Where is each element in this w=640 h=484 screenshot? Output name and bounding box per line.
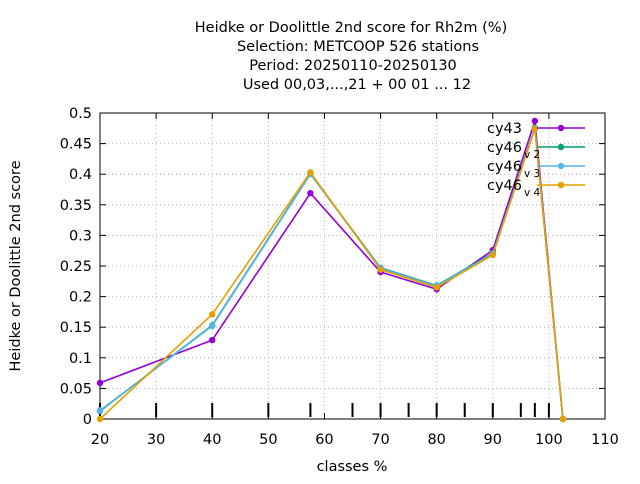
x-tick-label: 60 (315, 432, 333, 448)
legend-label: cy46 (487, 159, 522, 175)
legend-label: cy43 (487, 121, 522, 137)
y-tick-label: 0.05 (60, 381, 92, 397)
legend-marker (557, 124, 565, 132)
data-point (307, 169, 314, 176)
y-tick-label: 0.2 (69, 290, 92, 306)
x-axis-label: classes % (317, 459, 388, 475)
legend-label: cy46 (487, 178, 522, 194)
y-tick-label: 0.35 (60, 198, 92, 214)
data-point (209, 336, 216, 344)
data-point (531, 117, 539, 125)
y-tick-label: 0 (83, 412, 92, 428)
legend-label-sub: v 2 (524, 149, 540, 161)
data-point (209, 322, 216, 330)
data-point (377, 266, 384, 273)
chart-title: Heidke or Doolittle 2nd score for Rh2m (… (195, 20, 507, 93)
x-tick-label: 70 (371, 432, 389, 448)
y-axis-ticks: 0 0.05 0.1 0.15 0.2 0.25 0.3 0.35 0.4 0.45 0.5 (60, 106, 605, 428)
y-tick-label: 0.4 (69, 167, 92, 183)
x-tick-label: 30 (147, 432, 165, 448)
series-group (96, 117, 567, 423)
x-tick-label: 40 (203, 432, 221, 448)
title-line-4: Used 00,03,...,21 + 00 01 ... 12 (243, 77, 471, 93)
x-tick-label: 50 (259, 432, 277, 448)
legend-marker (557, 181, 565, 189)
legend-label: cy46 (487, 140, 522, 156)
data-point (489, 251, 496, 259)
y-tick-label: 0.1 (69, 351, 92, 367)
series-line (99, 120, 564, 420)
data-point (96, 415, 104, 423)
legend-label-sub: v 3 (524, 168, 540, 180)
y-tick-label: 0.45 (60, 137, 92, 153)
data-point (96, 407, 104, 414)
y-tick-label: 0.25 (60, 259, 92, 275)
x-axis-ticks: 20 30 40 50 60 70 80 90 100 110 (91, 113, 619, 448)
title-line-2: Selection: METCOOP 526 stations (237, 39, 479, 55)
y-tick-label: 0.15 (60, 320, 92, 336)
y-axis-label: Heidke or Doolittle 2nd score (8, 160, 24, 371)
y-tick-label: 0.3 (69, 228, 92, 244)
data-point (209, 311, 216, 318)
x-tick-label: 20 (91, 432, 109, 448)
title-line-3: Period: 20250110-20250130 (249, 58, 457, 74)
legend-marker (557, 143, 565, 151)
data-point (307, 189, 314, 197)
series-line (99, 128, 564, 420)
title-line-1: Heidke or Doolittle 2nd score for Rh2m (… (195, 20, 507, 36)
data-point (433, 284, 440, 291)
x-tick-label: 90 (484, 432, 502, 448)
series-4 (96, 125, 567, 423)
data-point (531, 125, 539, 133)
x-tick-label: 80 (427, 432, 445, 448)
data-point (96, 379, 104, 387)
x-tick-label: 100 (535, 432, 563, 448)
data-point (559, 415, 567, 423)
legend-label-sub: v 4 (524, 187, 541, 199)
x-tick-label: 110 (591, 432, 619, 448)
y-tick-label: 0.5 (69, 106, 92, 122)
legend-marker (557, 162, 565, 170)
